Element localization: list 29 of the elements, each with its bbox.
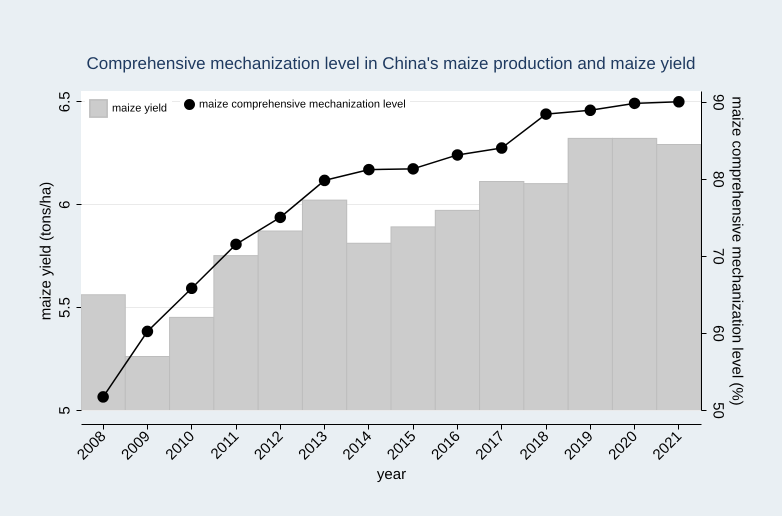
- point: [142, 326, 154, 338]
- point: [230, 238, 242, 250]
- point: [186, 282, 198, 294]
- y2-tick-label: 70: [710, 248, 726, 265]
- y-tick-label: 5.5: [56, 297, 74, 318]
- legend-label: maize yield: [112, 102, 168, 114]
- legend-label: maize comprehensive mechanization level: [199, 98, 406, 110]
- point: [673, 96, 685, 108]
- y-tick-label: 6.5: [56, 91, 74, 112]
- point: [452, 149, 464, 161]
- point: [584, 104, 596, 116]
- y-tick-label: 5: [56, 406, 74, 415]
- point: [363, 164, 375, 176]
- y-axis-title: maize yield (tons/ha): [38, 182, 54, 320]
- point: [407, 163, 419, 175]
- y-tick-label: 6: [56, 200, 74, 209]
- point: [628, 98, 640, 110]
- point: [274, 212, 286, 224]
- point: [318, 174, 330, 186]
- chart-title: Comprehensive mechanization level in China's maize production and maize yield: [86, 54, 696, 73]
- x-axis-title: year: [376, 466, 406, 483]
- y2-tick-label: 90: [710, 94, 726, 111]
- y2-axis-title: maize comprehensive mechanization level (%): [728, 96, 746, 406]
- y2-tick-label: 60: [710, 325, 726, 342]
- point: [97, 391, 109, 403]
- point: [496, 142, 508, 154]
- point: [540, 108, 552, 120]
- y2-tick-label: 50: [710, 402, 726, 419]
- y2-tick-label: 80: [710, 170, 726, 188]
